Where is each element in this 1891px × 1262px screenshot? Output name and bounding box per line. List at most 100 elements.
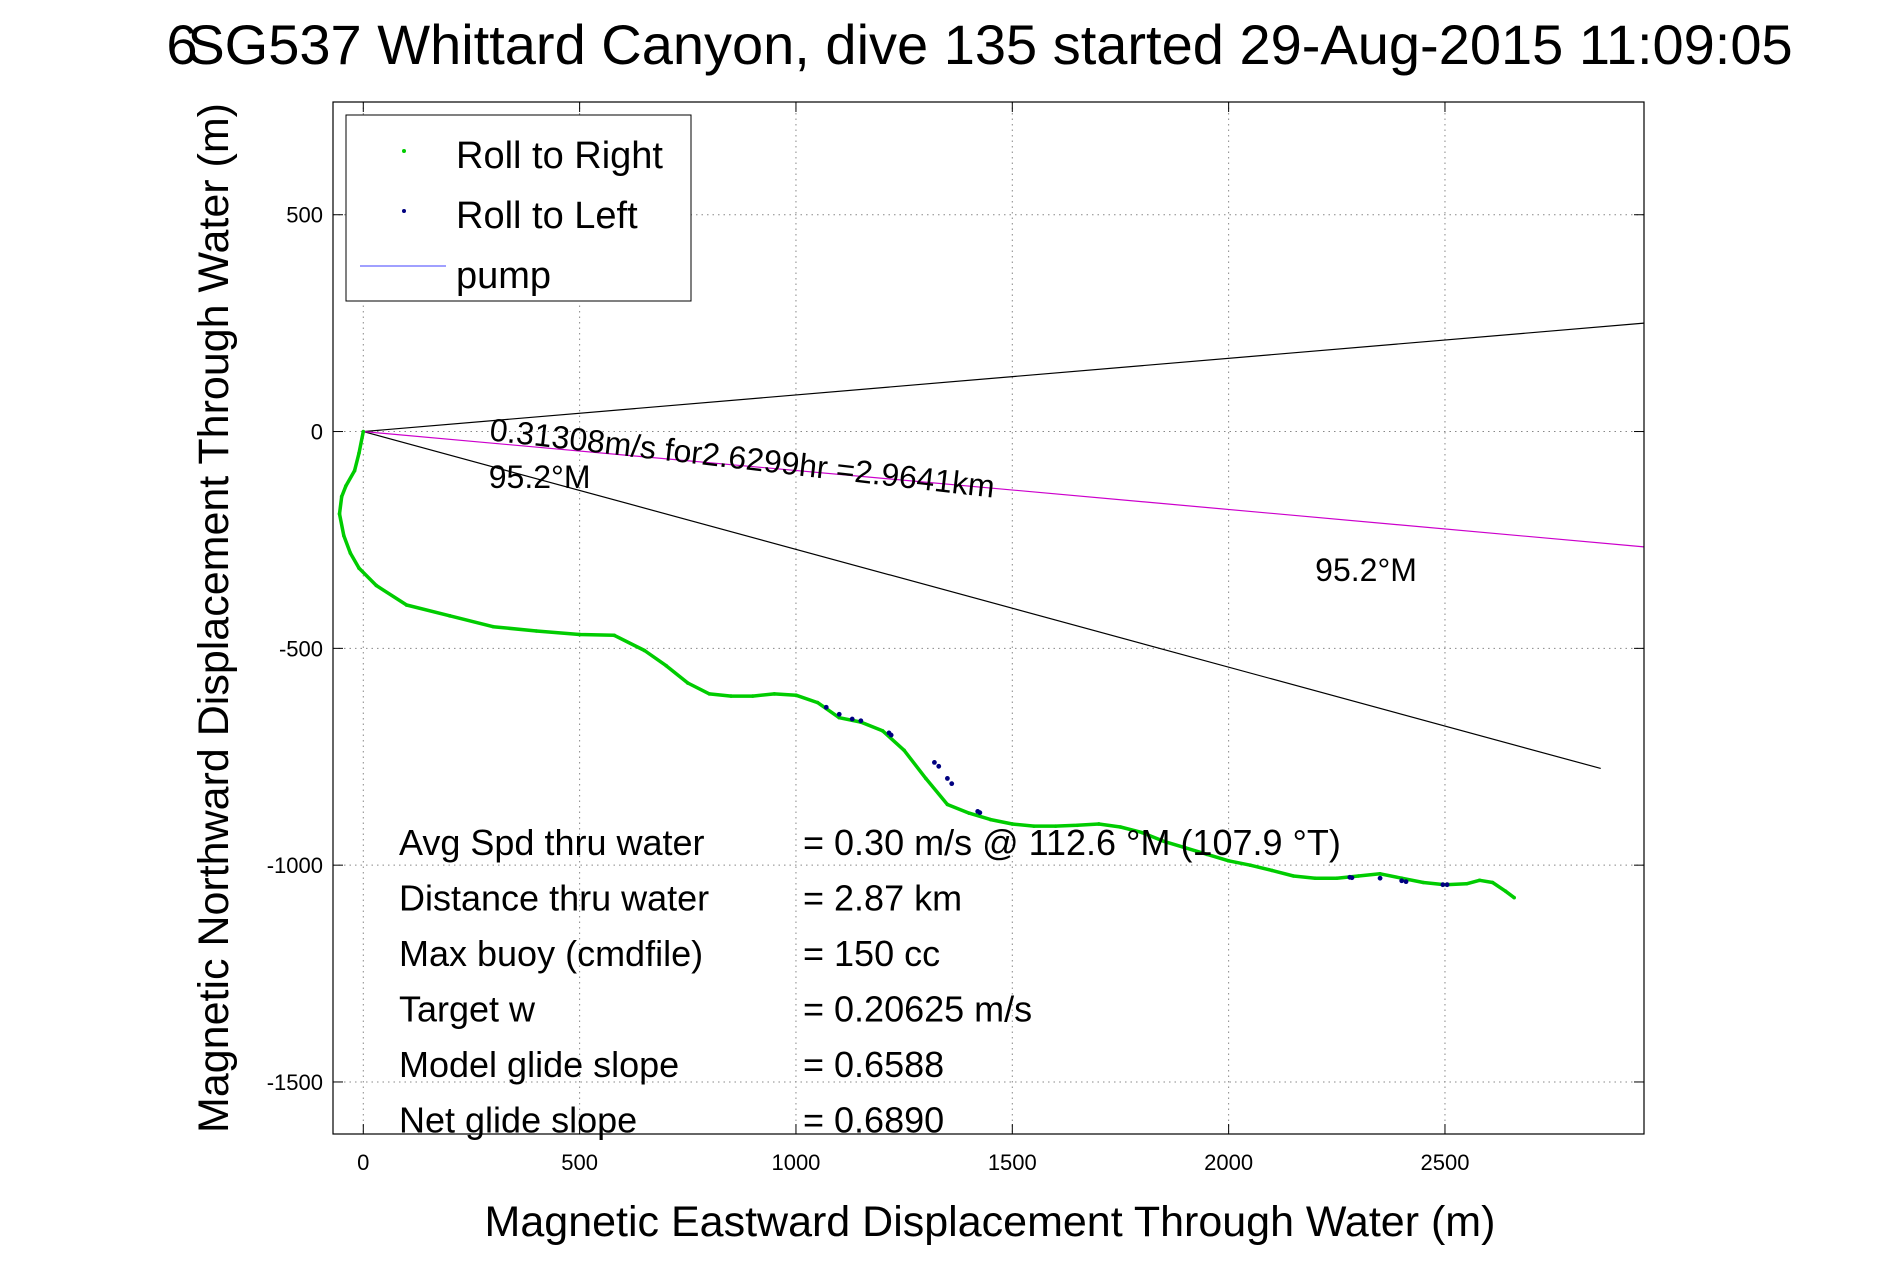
series-group <box>337 429 1516 900</box>
roll-to-left-point <box>1440 882 1446 888</box>
stat-label: Net glide slope <box>399 1100 637 1141</box>
roll-to-right-point <box>1291 874 1296 878</box>
roll-to-left-point <box>888 732 894 738</box>
chart-title-overlap: 6 <box>166 13 197 76</box>
roll-to-right-point <box>1226 859 1231 863</box>
roll-to-right-point <box>374 583 379 588</box>
axes-box <box>332 101 1645 1135</box>
roll-to-right-point <box>577 632 582 637</box>
roll-to-right-point <box>815 700 820 705</box>
legend-label: Roll to Right <box>456 135 663 177</box>
legend-marker <box>402 209 406 213</box>
roll-to-right-point <box>448 614 452 618</box>
roll-to-right-point <box>729 694 733 698</box>
roll-to-right-point <box>902 748 906 753</box>
roll-to-left-point <box>977 810 983 816</box>
roll-to-right-point <box>1421 880 1426 885</box>
roll-to-right-point <box>750 694 755 698</box>
roll-to-left-point <box>858 718 864 724</box>
roll-to-right-point <box>1378 872 1382 876</box>
stats-block: Avg Spd thru water = 0.30 m/s @ 112.6 °M … <box>399 822 1341 1141</box>
roll-to-left-point <box>1399 878 1405 884</box>
stat-value: = 0.6588 <box>803 1044 944 1085</box>
stat-value: = 0.20625 m/s <box>803 989 1032 1030</box>
roll-to-right-point <box>491 624 495 629</box>
roll-to-right-point <box>1313 876 1317 880</box>
roll-to-right-point <box>967 811 971 815</box>
legend-label: pump <box>456 255 551 297</box>
roll-to-right-point <box>1477 878 1482 883</box>
roll-to-right-point <box>357 566 361 570</box>
roll-to-right-point <box>1205 852 1209 857</box>
x-tick-label: 0 <box>357 1150 369 1175</box>
x-axis-label: Magnetic Eastward Displacement Through W… <box>485 1198 1496 1246</box>
chart-title: SG537 Whittard Canyon, dive 135 started … <box>187 13 1792 76</box>
reference-line <box>363 430 1645 548</box>
annotation-dir2: 95.2°M <box>1315 552 1417 588</box>
y-tick-label: 0 <box>311 420 323 445</box>
roll-to-right-point <box>352 468 357 473</box>
roll-to-left-point <box>949 781 955 787</box>
roll-to-right-point <box>404 603 409 607</box>
roll-to-right-point <box>1512 895 1516 900</box>
roll-to-right-point <box>945 802 950 807</box>
roll-to-right-point <box>1010 822 1015 826</box>
x-tick-label: 1500 <box>988 1150 1037 1175</box>
roll-to-right-point <box>1335 876 1339 880</box>
roll-to-right-point <box>664 663 668 668</box>
roll-to-left-point <box>849 716 855 722</box>
roll-to-right-point <box>1503 889 1508 893</box>
y-tick-label: 500 <box>286 203 323 228</box>
roll-to-right-point <box>988 817 993 822</box>
roll-to-right-point <box>837 715 842 720</box>
roll-to-right-point <box>344 483 348 488</box>
roll-to-right-point <box>342 533 346 538</box>
legend: Roll to Right Roll to Left pump <box>345 114 692 302</box>
roll-to-right-point <box>1161 839 1166 844</box>
roll-to-right-point <box>1490 880 1495 885</box>
roll-to-right-point <box>1356 874 1361 878</box>
roll-to-left-point <box>1444 882 1450 888</box>
annotation-dir1: 95.2°M <box>489 459 591 495</box>
stat-label: Max buoy (cmdfile) <box>399 933 703 974</box>
roll-to-right-point <box>1140 830 1144 835</box>
reference-line <box>363 322 1645 433</box>
roll-to-right-point <box>1075 823 1079 828</box>
legend-label: Roll to Left <box>456 195 638 237</box>
roll-to-right-point <box>923 776 928 781</box>
y-axis-label: Magnetic Northward Displacement Through … <box>190 103 238 1133</box>
roll-to-left-point <box>944 776 950 781</box>
roll-to-right-point <box>1053 824 1058 828</box>
roll-to-right-point <box>1270 868 1274 873</box>
x-tick-label: 2500 <box>1420 1150 1469 1175</box>
stat-value: = 150 cc <box>803 933 940 974</box>
roll-to-left-point <box>836 711 842 717</box>
roll-to-right-point <box>772 692 777 696</box>
legend-marker <box>402 149 406 153</box>
ticks: 0 500 1000 1500 2000 2500 500 0 -500 -1000 -1500 <box>267 102 1644 1175</box>
roll-to-right-point <box>642 648 647 653</box>
roll-to-right-point <box>1183 846 1188 850</box>
stat-label: Avg Spd thru water <box>399 822 705 863</box>
stat-value: = 2.87 km <box>803 878 962 919</box>
y-tick-label: -500 <box>279 636 323 661</box>
roll-to-left-point <box>1403 879 1409 885</box>
roll-to-left-point <box>932 759 937 765</box>
roll-to-left-point <box>823 704 829 710</box>
roll-to-right-point <box>348 551 353 555</box>
stat-label: Target w <box>399 989 536 1030</box>
roll-to-right-point <box>1097 822 1101 826</box>
stat-value: = 0.30 m/s @ 112.6 °M (107.9 °T) <box>803 822 1341 863</box>
roll-to-right-point <box>612 633 617 638</box>
x-tick-label: 1000 <box>771 1150 820 1175</box>
roll-to-right-point <box>1248 863 1253 867</box>
roll-to-right-point <box>337 512 342 516</box>
reference-line <box>363 430 1601 770</box>
roll-to-right-point <box>361 429 366 434</box>
roll-to-right-point <box>685 681 690 685</box>
stat-label: Model glide slope <box>399 1044 679 1085</box>
roll-to-left-point <box>936 763 942 769</box>
x-tick-label: 500 <box>561 1150 598 1175</box>
roll-to-left-point <box>1377 875 1383 881</box>
